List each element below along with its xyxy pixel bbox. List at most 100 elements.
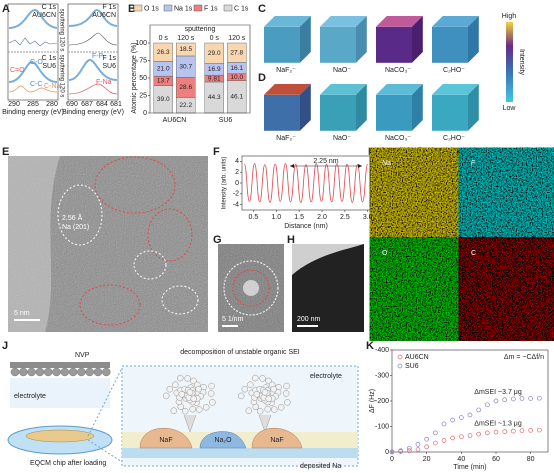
value-label: 29.0 xyxy=(208,50,221,57)
species-label: NaCO₃⁻ xyxy=(385,67,411,74)
naf-grain xyxy=(139,427,193,449)
sei-cluster xyxy=(177,374,184,382)
core-level: C 1s xyxy=(42,4,57,11)
panel-h: 200 nm xyxy=(292,244,364,332)
panel-a xyxy=(7,3,119,101)
colorbar: High Low Intensity xyxy=(502,13,525,112)
panel-g: 5 1/nm xyxy=(218,244,284,332)
cube-side xyxy=(356,16,367,63)
data-point xyxy=(519,428,525,433)
core-level: C 1s xyxy=(42,55,57,62)
cube-front xyxy=(264,94,300,131)
y-tick-label: -300 xyxy=(375,372,389,379)
tick-label: 280 xyxy=(46,101,58,108)
colorbar-high: High xyxy=(502,13,517,20)
panel-label: E xyxy=(2,146,9,158)
cube-side xyxy=(300,16,311,63)
peak-label: C-O xyxy=(30,59,43,66)
axes xyxy=(149,24,251,114)
nvp-particles xyxy=(10,367,111,377)
legend-label: C 1s xyxy=(234,5,249,12)
data-point xyxy=(502,397,508,403)
panel-label: A xyxy=(2,3,10,15)
sample: SU6 xyxy=(42,63,56,70)
region xyxy=(133,250,167,280)
sei-cluster xyxy=(195,385,202,393)
panel-label: I xyxy=(368,146,371,158)
sei-cluster xyxy=(270,385,277,393)
scale-label: 200 nm xyxy=(297,316,321,323)
x-tick-label: 20 xyxy=(423,456,431,463)
particle xyxy=(77,367,86,377)
element: Na xyxy=(382,160,391,167)
x-tick-label: 0 xyxy=(390,456,394,463)
sei-cluster xyxy=(283,382,290,390)
scale-label: 5 nm xyxy=(14,310,30,317)
sei-cluster xyxy=(271,406,278,413)
x-tick-label: 60 xyxy=(492,456,500,463)
core-level: F 1s xyxy=(102,55,116,62)
cube-front xyxy=(320,94,356,131)
particle xyxy=(292,244,364,332)
label: electrolyte xyxy=(14,393,46,400)
diffraction-ring xyxy=(223,260,279,316)
sei-cluster xyxy=(247,381,254,388)
species-label: NaO⁻ xyxy=(333,67,351,74)
legend-marker xyxy=(397,363,403,369)
data-point xyxy=(458,415,464,420)
bar-segment xyxy=(153,42,173,62)
species-label: NaO⁻ xyxy=(333,135,351,142)
sei-cluster xyxy=(190,377,197,385)
legend-marker xyxy=(397,354,403,360)
spectrum xyxy=(8,85,58,93)
value-label: 18.5 xyxy=(179,46,192,53)
data-point xyxy=(415,442,421,447)
data-point xyxy=(484,430,490,436)
cube-top xyxy=(264,84,311,95)
label: EQCM chip after loading xyxy=(30,460,106,467)
cube-top xyxy=(376,84,423,95)
cube-top xyxy=(320,84,367,95)
cube-front xyxy=(320,26,356,63)
core-level: F 1s xyxy=(102,4,116,11)
value-label: 44.3 xyxy=(208,94,221,101)
legend-label: SU6 xyxy=(405,363,419,370)
tick-label: 290 xyxy=(8,101,20,108)
peak-label: C=O xyxy=(10,67,25,74)
data-point xyxy=(493,429,499,435)
sei-cluster xyxy=(181,407,189,415)
data-point xyxy=(389,449,395,455)
sei-cluster xyxy=(207,390,215,397)
cube-top xyxy=(320,16,367,27)
sei-cluster xyxy=(170,407,178,414)
region xyxy=(57,184,103,246)
cube-front xyxy=(376,94,412,131)
particle xyxy=(102,367,111,377)
data-point xyxy=(424,444,430,450)
particle xyxy=(35,367,45,377)
eds-signal xyxy=(467,156,552,241)
tick-label: 687 xyxy=(81,101,93,108)
data-point xyxy=(519,396,525,401)
sample: AU6CN xyxy=(92,12,116,19)
group-label: SU6 xyxy=(219,117,233,124)
lattice-spacing: 2.56 Å xyxy=(62,213,83,222)
data-point xyxy=(406,445,412,451)
panel-a-text: C 1s AU6CN F 1s AU6CN C 1s SU6 F 1s SU6 … xyxy=(2,4,124,116)
sei-cluster xyxy=(190,395,197,402)
legend-label: O 1s xyxy=(144,5,159,12)
peak-label: C-C xyxy=(30,81,42,88)
sei-cluster xyxy=(265,395,272,402)
profile-line xyxy=(243,163,369,203)
cube-front xyxy=(264,26,300,63)
sei-cluster xyxy=(256,407,264,415)
sei-cluster xyxy=(208,382,215,390)
value-label: 9.81 xyxy=(208,75,221,82)
category-label: 0 s xyxy=(159,35,169,42)
cube-front xyxy=(432,94,468,131)
data-point xyxy=(415,447,421,452)
cube-side xyxy=(412,84,423,131)
panel-label: B xyxy=(128,3,136,15)
y-axis-label: Intensity (arb. units) xyxy=(222,157,228,210)
deposited-na xyxy=(122,448,358,458)
